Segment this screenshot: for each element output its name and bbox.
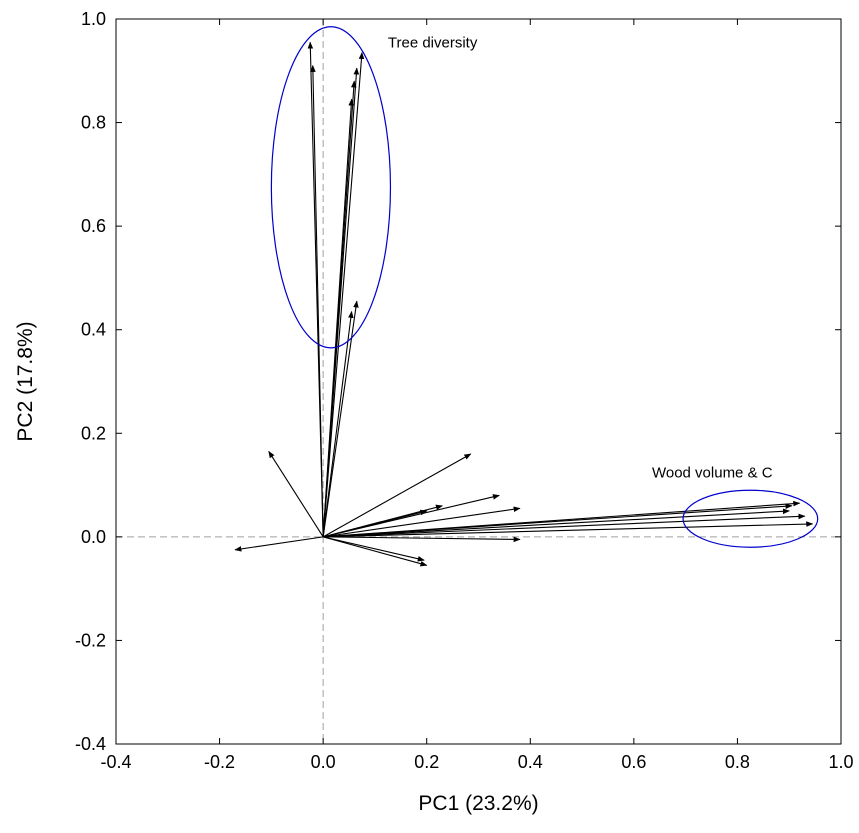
x-axis-ticks: -0.4 -0.2 0.0 0.2 0.4 0.6 0.8 1.0 [100, 19, 854, 772]
y-tick-label: -0.4 [75, 734, 106, 754]
x-tick-label: -0.2 [204, 752, 235, 772]
loading-arrow-13 [323, 509, 428, 538]
x-tick-label: 0.6 [621, 752, 646, 772]
loading-arrows [234, 41, 814, 567]
loading-arrow-3 [322, 51, 365, 537]
annotations: Tree diversity Wood volume & C [270, 26, 819, 548]
x-tick-label: 1.0 [828, 752, 853, 772]
loading-arrow-6 [322, 98, 355, 537]
loading-arrow-22 [322, 536, 428, 567]
annotation-ellipse-2 [682, 489, 819, 548]
loading-arrow-7 [322, 300, 359, 537]
loading-arrow-9 [268, 450, 324, 538]
loading-arrow-2 [310, 64, 324, 537]
loading-arrow-8 [322, 310, 354, 537]
x-tick-label: 0.8 [725, 752, 750, 772]
reference-lines [116, 19, 841, 744]
x-tick-label: 0.2 [414, 752, 439, 772]
y-tick-label: 0.2 [81, 423, 106, 443]
y-tick-label: 1.0 [81, 9, 106, 29]
loading-arrow-21 [323, 536, 425, 562]
y-tick-label: 0.8 [81, 113, 106, 133]
annotation-ellipse-1 [270, 26, 392, 349]
y-tick-label: -0.2 [75, 630, 106, 650]
y-axis-title: PC2 (17.8%) [14, 321, 37, 441]
x-tick-label: -0.4 [100, 752, 131, 772]
loading-arrow-18 [323, 513, 806, 538]
plot-frame [115, 18, 842, 745]
loading-arrow-10 [322, 453, 472, 538]
loading-arrow-19 [323, 521, 814, 538]
annotation-label-2: Wood volume & C [652, 464, 773, 481]
y-tick-label: 0.0 [81, 527, 106, 547]
loading-arrow-20 [323, 536, 521, 543]
y-tick-label: 0.6 [81, 216, 106, 236]
x-tick-label: 0.0 [311, 752, 336, 772]
loading-arrow-14 [323, 506, 521, 538]
x-axis-title: PC1 (23.2%) [418, 792, 538, 815]
annotation-label-1: Tree diversity [388, 34, 478, 51]
y-axis-ticks: -0.4 -0.2 0.0 0.2 0.4 0.6 0.8 1.0 [75, 9, 841, 754]
x-tick-label: 0.4 [518, 752, 543, 772]
loading-arrow-23 [234, 536, 324, 552]
y-tick-label: 0.4 [81, 320, 106, 340]
loading-arrow-16 [323, 503, 793, 538]
loading-arrow-17 [323, 508, 790, 538]
